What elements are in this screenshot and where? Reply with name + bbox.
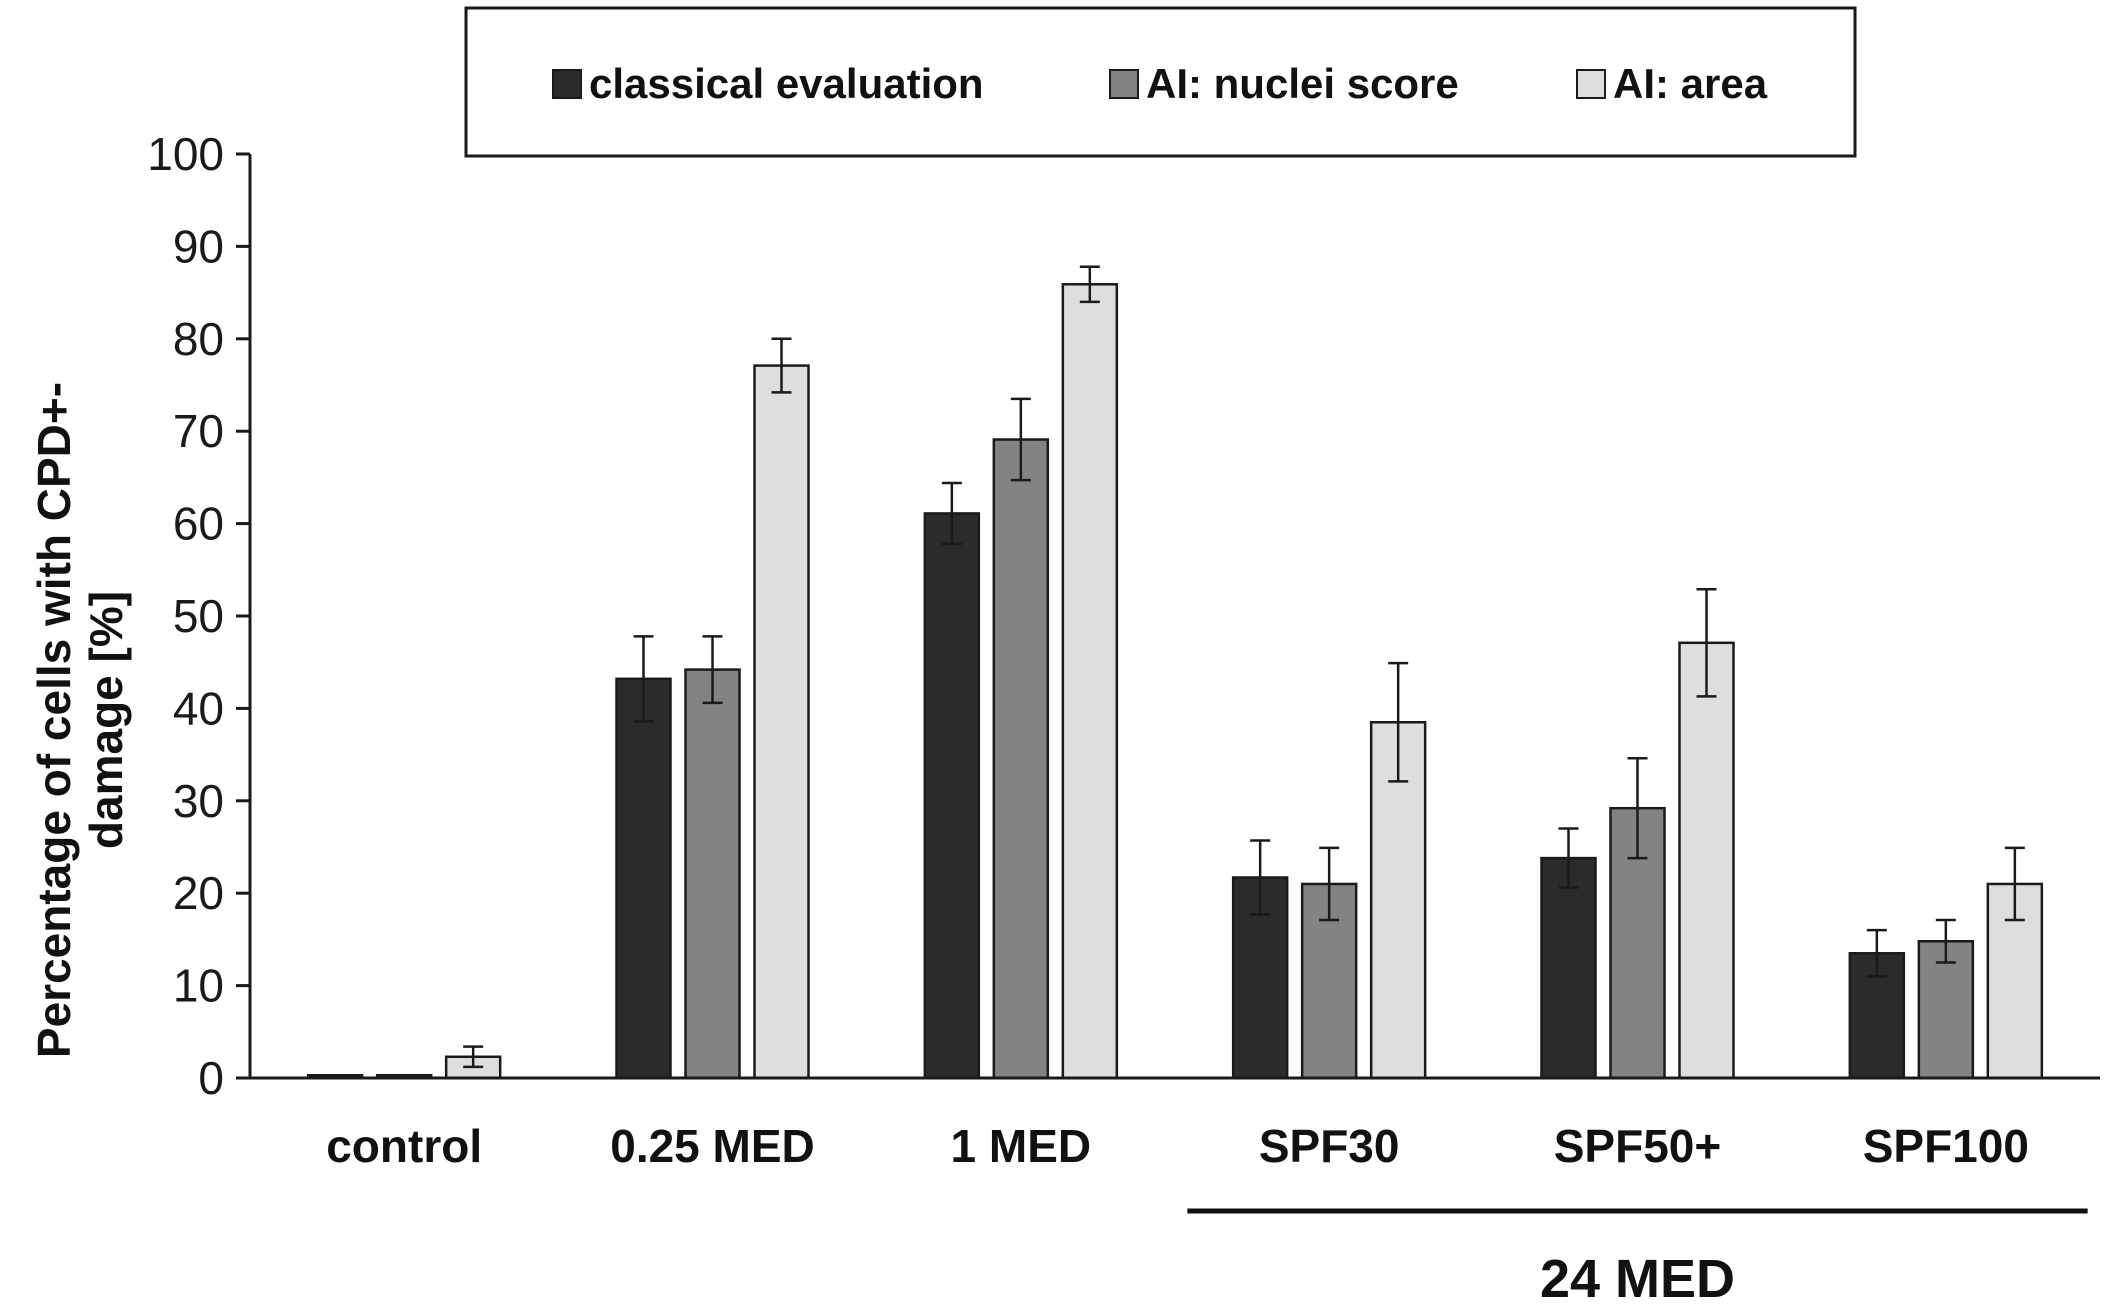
bar: [1540, 856, 1597, 1080]
y-tick-label: 10: [173, 960, 224, 1012]
y-axis-title-line-1: Percentage of cells with CPD+-: [28, 382, 80, 1058]
legend-swatch-nuclei-score: [1109, 69, 1139, 99]
bar: [1678, 641, 1735, 1080]
bar: [1231, 876, 1289, 1080]
bars: [306, 283, 2044, 1080]
x-tick-label: 1 MED: [951, 1120, 1092, 1172]
y-tick-label: 70: [173, 405, 224, 457]
y-tick-label: 90: [173, 220, 224, 272]
y-tick-label: 60: [173, 498, 224, 550]
y-axis-title: Percentage of cells with CPD+- damage [%…: [28, 382, 132, 1058]
y-tick-label: 80: [173, 313, 224, 365]
y-tick-label: 40: [173, 682, 224, 734]
y-tick-label: 50: [173, 590, 224, 642]
y-axis: 0 10 20 30 40 50 60 70 80 90 100: [147, 128, 252, 1104]
error-bars: [463, 265, 2025, 1069]
legend-label-area: AI: area: [1613, 60, 1768, 107]
bar: [1061, 283, 1119, 1080]
y-axis-title-line-2: damage [%]: [80, 591, 132, 849]
x-tick-label: control: [326, 1120, 482, 1172]
y-tick-label: 0: [198, 1052, 224, 1104]
x-tick-label: SPF30: [1259, 1120, 1400, 1172]
legend: classical evaluation AI: nuclei score AI…: [464, 6, 1857, 158]
x-axis: control 0.25 MED 1 MED SPF30 SPF50+ SPF100: [250, 1076, 2100, 1172]
legend-box: [464, 6, 1857, 158]
bar: [923, 512, 981, 1080]
x-tick-label: SPF50+: [1554, 1120, 1722, 1172]
legend-swatch-area: [1576, 69, 1606, 99]
bar: [992, 438, 1050, 1080]
x-tick-label: SPF100: [1863, 1120, 2029, 1172]
legend-swatch-classical: [552, 69, 582, 99]
legend-label-nuclei-score: AI: nuclei score: [1146, 60, 1459, 107]
y-tick-label: 30: [173, 775, 224, 827]
bar: [1917, 939, 1975, 1080]
bar: [615, 677, 672, 1080]
bar: [753, 364, 810, 1080]
x-tick-label: 0.25 MED: [610, 1120, 815, 1172]
y-tick-label: 100: [147, 128, 224, 180]
y-tick-label: 20: [173, 867, 224, 919]
legend-label-classical: classical evaluation: [589, 60, 984, 107]
group-label: 24 MED: [1540, 1249, 1735, 1308]
bar: [684, 668, 741, 1080]
